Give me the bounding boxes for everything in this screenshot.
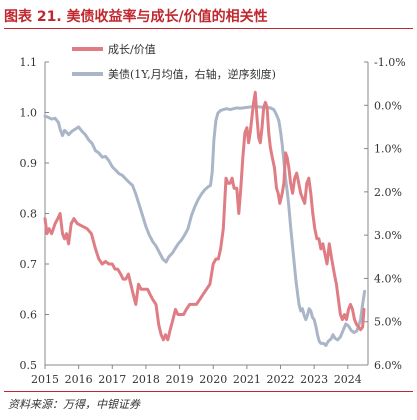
x-tick-label: 2022: [267, 373, 295, 386]
right-tick-label: 5.0%: [374, 316, 402, 329]
x-tick-label: 2019: [166, 373, 194, 386]
series-layer: [43, 90, 367, 347]
left-tick-label: 1.1: [20, 56, 38, 69]
title-divider: [4, 28, 413, 29]
series-line-treasury-1y: [43, 105, 367, 347]
x-tick-label: 2015: [31, 373, 59, 386]
x-tick-label: 2017: [98, 373, 126, 386]
figure-title: 图表 21. 美债收益率与成长/价值的相关性: [4, 9, 268, 25]
x-tick-label: 2016: [65, 373, 93, 386]
legend-label-growth-value: 成长/价值: [108, 43, 156, 56]
source-divider: [4, 391, 413, 392]
chart: 0.5 0.6 0.7 0.8 0.9 1.0 1.1 -1.0% 0.0% 1.0% 2.0% 3.…: [20, 43, 406, 386]
legend-label-treasury-1y: 美债(1Y,月均值，右轴，逆序刻度): [108, 67, 276, 81]
source-note: 资料来源：万得，中银证券: [8, 398, 140, 411]
figure-title-row: 图表 21. 美债收益率与成长/价值的相关性: [4, 6, 413, 28]
right-tick-label: 1.0%: [374, 143, 402, 156]
right-tick-label: 4.0%: [374, 272, 402, 285]
x-tick-label: 2021: [233, 373, 261, 386]
right-tick-label: 2.0%: [374, 186, 402, 199]
x-tick-label: 2024: [334, 373, 362, 386]
right-tick-label: 0.0%: [374, 99, 402, 112]
right-tick-label: 3.0%: [374, 229, 402, 242]
x-tick-label: 2018: [132, 373, 160, 386]
left-tick-label: 1.0: [20, 107, 38, 120]
series-line-growth-value: [43, 90, 366, 342]
left-tick-label: 0.7: [20, 258, 38, 271]
right-tick-label: -1.0%: [374, 56, 406, 69]
left-tick-label: 0.8: [20, 208, 38, 221]
x-tick-label: 2023: [300, 373, 328, 386]
left-tick-label: 0.6: [20, 309, 38, 322]
x-tick-label: 2020: [199, 373, 227, 386]
right-tick-label: 6.0%: [374, 359, 402, 372]
left-tick-label: 0.9: [20, 157, 38, 170]
axes: 0.5 0.6 0.7 0.8 0.9 1.0 1.1 -1.0% 0.0% 1.0% 2.0% 3.…: [20, 56, 406, 386]
left-tick-label: 0.5: [20, 359, 38, 372]
